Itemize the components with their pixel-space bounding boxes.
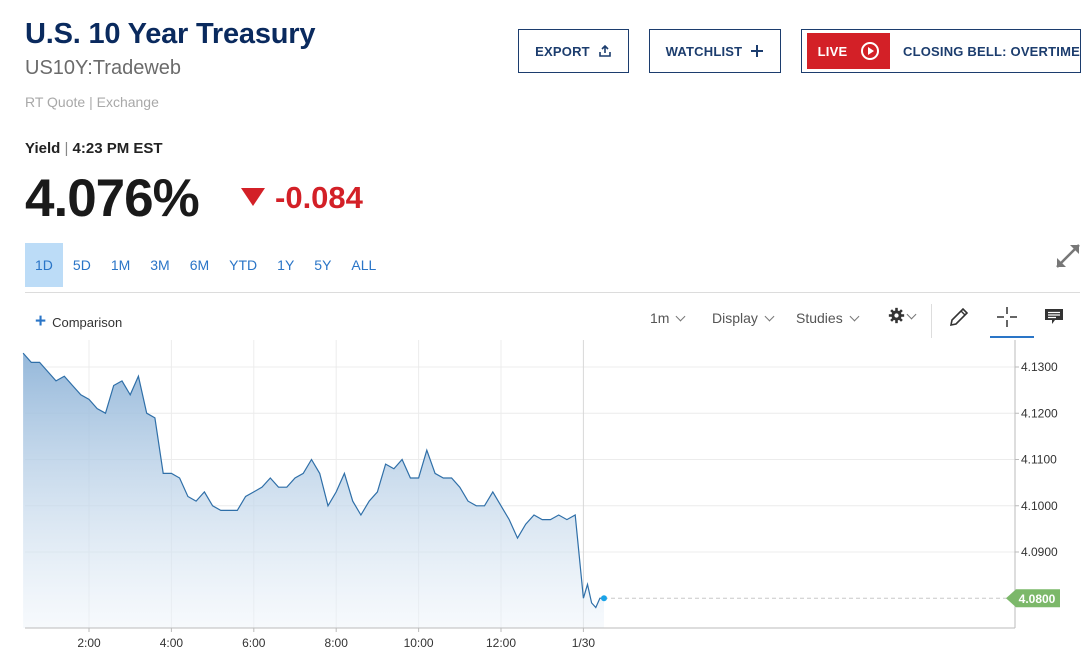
range-ytd[interactable]: YTD: [229, 257, 258, 273]
last-price-point: [601, 595, 607, 602]
plus-icon: [751, 45, 764, 57]
range-selector: 1D 5D 1M 3M 6M YTD 1Y 5Y ALL: [25, 243, 386, 287]
y-tick-label: 4.1200: [1021, 406, 1058, 420]
divider: [25, 292, 1080, 293]
last-price: 4.076%: [25, 169, 200, 228]
display-dropdown[interactable]: Display: [712, 310, 775, 326]
watchlist-button[interactable]: WATCHLIST: [649, 29, 781, 73]
range-3m[interactable]: 3M: [150, 257, 170, 273]
expand-icon[interactable]: [1054, 242, 1082, 270]
export-label: EXPORT: [535, 43, 590, 59]
plus-icon: +: [35, 311, 47, 332]
export-button[interactable]: EXPORT: [518, 29, 629, 73]
symbol-label: US10Y:Tradeweb: [25, 57, 182, 79]
last-price-label: 4.0800: [1019, 592, 1056, 606]
x-tick-label: 2:00: [77, 636, 101, 650]
y-tick-label: 4.1300: [1021, 360, 1058, 374]
interval-label: 1m: [650, 310, 670, 326]
studies-dropdown[interactable]: Studies: [796, 310, 860, 326]
range-6m[interactable]: 6M: [189, 257, 210, 273]
price-change: -0.084: [275, 180, 363, 215]
x-tick-label: 6:00: [242, 636, 266, 650]
separator: |: [64, 140, 69, 157]
x-tick-label: 10:00: [404, 636, 434, 650]
live-show-label: CLOSING BELL: OVERTIME: [902, 43, 1080, 59]
pencil-icon[interactable]: [948, 306, 970, 328]
range-5y[interactable]: 5Y: [314, 257, 332, 273]
range-5d[interactable]: 5D: [72, 257, 91, 273]
comparison-label: Comparison: [52, 314, 123, 330]
crosshair-active-indicator: [990, 336, 1034, 338]
x-tick-label: 8:00: [325, 636, 349, 650]
last-price-label-badge: [1006, 589, 1060, 608]
range-all[interactable]: ALL: [351, 257, 377, 273]
live-badge: LIVE: [807, 33, 890, 69]
toolbar-divider: [931, 304, 932, 338]
range-1y[interactable]: 1Y: [277, 257, 295, 273]
display-label: Display: [712, 310, 758, 326]
x-tick-label: 1/30: [572, 636, 596, 650]
x-tick-label: 4:00: [160, 636, 184, 650]
series-line: [22, 352, 604, 609]
down-arrow-icon: [241, 188, 265, 206]
x-tick-label: 12:00: [486, 636, 516, 650]
chevron-down-icon: [764, 311, 775, 322]
settings-dropdown[interactable]: [888, 307, 917, 324]
gear-icon: [888, 307, 905, 324]
y-tick-label: 4.1000: [1021, 499, 1058, 513]
range-1m[interactable]: 1M: [110, 257, 131, 273]
yield-label: Yield: [25, 140, 61, 157]
live-tv-button[interactable]: LIVE CLOSING BELL: OVERTIME: [801, 29, 1081, 73]
y-tick-label: 4.0900: [1021, 545, 1058, 559]
series-area: [23, 353, 605, 628]
studies-label: Studies: [796, 310, 843, 326]
comparison-button[interactable]: + Comparison: [35, 311, 123, 332]
chevron-down-icon: [849, 311, 860, 322]
share-icon: [599, 44, 611, 57]
crosshair-icon[interactable]: [996, 306, 1018, 328]
yield-timestamp: Yield | 4:23 PM EST: [25, 140, 163, 157]
live-label: LIVE: [817, 43, 848, 59]
y-tick-label: 4.1100: [1021, 453, 1057, 467]
play-icon: [861, 42, 880, 60]
chevron-down-icon: [676, 311, 686, 322]
quote-time: 4:23 PM EST: [72, 140, 163, 157]
range-1d[interactable]: 1D: [25, 243, 63, 287]
interval-dropdown[interactable]: 1m: [650, 310, 686, 326]
page-title: U.S. 10 Year Treasury: [25, 18, 316, 50]
chevron-down-icon: [906, 309, 917, 319]
quote-source: RT Quote | Exchange: [25, 94, 159, 110]
comment-icon[interactable]: [1043, 307, 1065, 327]
price-chart[interactable]: 4.1300 4.1200 4.1100 4.1000 4.0900 2:00 4:00 6:…: [0, 340, 1084, 664]
watchlist-label: WATCHLIST: [665, 43, 743, 59]
